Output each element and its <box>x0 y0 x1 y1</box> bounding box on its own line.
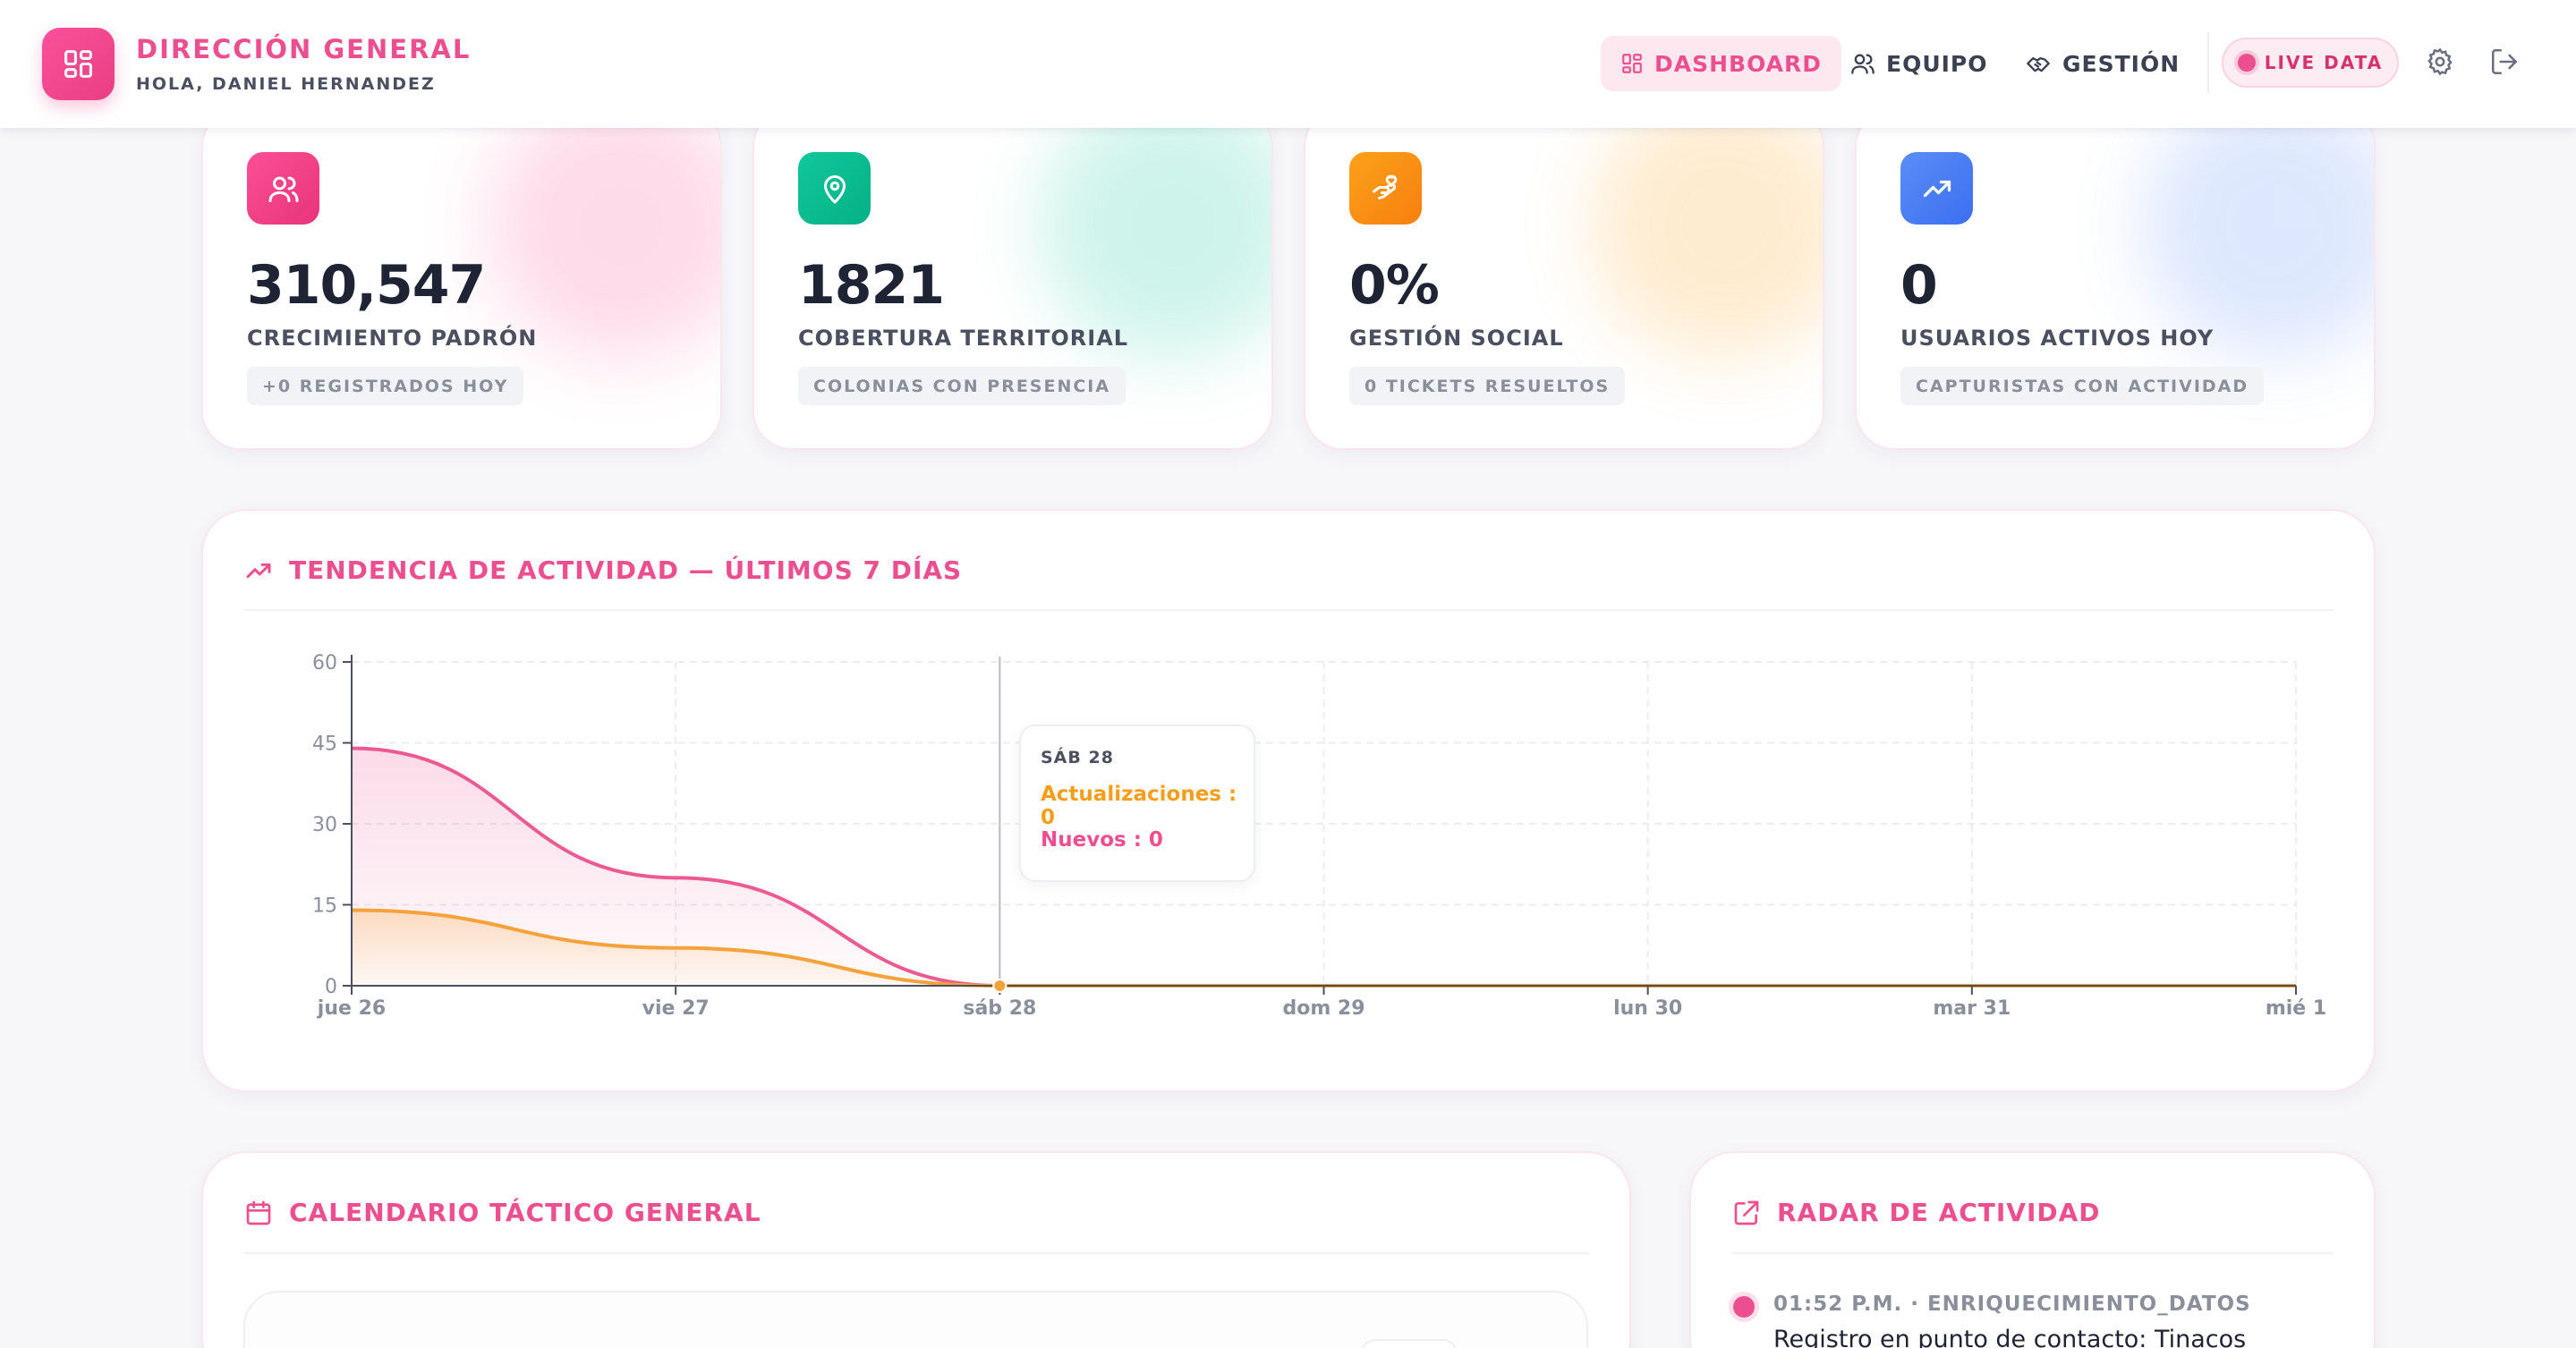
x-tick-label: sáb 28 <box>963 997 1036 1020</box>
nav-equipo-label: EQUIPO <box>1886 50 1988 77</box>
activity-meta: 01:52 P.M. · ENRIQUECIMIENTO_DATOS <box>1773 1293 2251 1316</box>
stat-card-glow <box>1039 109 1271 360</box>
stat-badge: +0 REGISTRADOS HOY <box>247 367 524 405</box>
nav-dashboard[interactable]: DASHBOARD <box>1601 36 1842 91</box>
stat-label: USUARIOS ACTIVOS HOY <box>1900 326 2215 351</box>
trending-up-icon <box>246 563 271 578</box>
y-tick-label: 45 <box>312 733 337 756</box>
trend-panel <box>201 509 2376 1092</box>
chart-tooltip: SÁB 28 Actualizaciones : 0 Nuevos : 0 <box>1019 725 1255 882</box>
stat-badge: CAPTURISTAS CON ACTIVIDAD <box>1900 367 2265 405</box>
activity-text[interactable]: Registro en punto de contacto: Tinacos <box>1773 1326 2247 1348</box>
nav-divider <box>2207 32 2209 93</box>
stat-card-glow <box>488 109 720 360</box>
page-title: DIRECCIÓN GENERAL <box>136 34 472 64</box>
stat-icon-usuarios <box>1900 152 1973 225</box>
trend-panel-divider <box>244 609 2334 611</box>
nav-dashboard-label: DASHBOARD <box>1654 50 1823 77</box>
users-icon <box>1851 54 1875 74</box>
x-tick-label: dom 29 <box>1282 997 1365 1020</box>
x-tick-label: vie 27 <box>642 997 710 1020</box>
tooltip-title: SÁB 28 <box>1041 748 1114 767</box>
stat-badge: 0 TICKETS RESUELTOS <box>1349 367 1626 405</box>
radar-panel-divider <box>1732 1252 2333 1254</box>
x-tick-label: jue 26 <box>317 997 386 1020</box>
gear-icon <box>2427 47 2453 76</box>
nav-gestion[interactable]: GESTIÓN <box>2005 36 2199 91</box>
map-pin-icon <box>823 174 846 203</box>
y-tick-label: 60 <box>312 652 337 674</box>
live-indicator-icon <box>2237 54 2256 72</box>
nav-equipo[interactable]: EQUIPO <box>1831 36 2008 91</box>
stat-card-glow <box>1590 109 1823 360</box>
y-tick-label: 0 <box>325 976 337 998</box>
stat-icon-padron <box>247 152 319 225</box>
calendar-panel-header: CALENDARIO TÁCTICO GENERAL <box>244 1198 761 1227</box>
users-icon <box>268 176 298 202</box>
stat-card-gestion: 0% GESTIÓN SOCIAL 0 TICKETS RESUELTOS <box>1304 107 1824 450</box>
live-data-badge[interactable]: LIVE DATA <box>2222 38 2399 88</box>
settings-button[interactable] <box>2425 47 2457 79</box>
tooltip-nuevos: Nuevos : 0 <box>1041 828 1163 852</box>
stat-value: 0% <box>1349 254 1440 317</box>
radar-panel-title: RADAR DE ACTIVIDAD <box>1777 1198 2101 1227</box>
x-tick-label: mié 1 <box>2266 997 2326 1020</box>
calendar-panel-divider <box>244 1252 1589 1254</box>
dashboard-icon <box>1622 54 1642 73</box>
radar-panel <box>1689 1151 2376 1348</box>
stat-value: 0 <box>1900 254 1938 317</box>
logout-icon <box>2491 48 2518 75</box>
nav-gestion-label: GESTIÓN <box>2062 50 2181 77</box>
tooltip-actualizaciones: Actualizaciones : 0 <box>1041 783 1237 829</box>
calendar-icon <box>246 1200 271 1225</box>
stat-label: GESTIÓN SOCIAL <box>1349 326 1564 351</box>
stat-value: 310,547 <box>247 254 486 317</box>
live-data-label: LIVE DATA <box>2264 52 2384 73</box>
hover-point-actualizaciones <box>992 979 1007 993</box>
trending-up-icon <box>1923 180 1951 197</box>
series-area-actualizaciones <box>352 910 2296 986</box>
dashboard-logo-icon <box>42 28 115 100</box>
x-tick-label: lun 30 <box>1613 997 1682 1020</box>
radar-panel-header: RADAR DE ACTIVIDAD <box>1732 1198 2101 1227</box>
y-tick-label: 15 <box>312 895 337 918</box>
stat-label: COBERTURA TERRITORIAL <box>798 326 1129 351</box>
calendar-panel-title: CALENDARIO TÁCTICO GENERAL <box>289 1198 761 1227</box>
activity-dot-icon <box>1733 1296 1755 1318</box>
handshake-icon <box>2027 57 2050 72</box>
stat-icon-cobertura <box>798 152 871 225</box>
stat-badge: COLONIAS CON PRESENCIA <box>798 367 1126 405</box>
calendar-nav-button[interactable] <box>1360 1339 1458 1348</box>
stat-value: 1821 <box>798 254 945 317</box>
stat-card-padron: 310,547 CRECIMIENTO PADRÓN +0 REGISTRADO… <box>201 107 722 450</box>
stat-card-glow <box>2141 109 2374 360</box>
trend-panel-title: TENDENCIA DE ACTIVIDAD — ÚLTIMOS 7 DÍAS <box>289 555 963 585</box>
hand-heart-icon <box>1372 174 1397 199</box>
stat-card-usuarios: 0 USUARIOS ACTIVOS HOY CAPTURISTAS CON A… <box>1855 107 2376 450</box>
stat-icon-gestion <box>1349 152 1422 225</box>
top-navbar: DIRECCIÓN GENERAL HOLA, DANIEL HERNANDEZ… <box>0 0 2576 128</box>
user-greeting: HOLA, DANIEL HERNANDEZ <box>136 74 436 94</box>
logout-button[interactable] <box>2489 47 2521 79</box>
x-tick-label: mar 31 <box>1933 997 2011 1020</box>
external-link-icon <box>1734 1200 1759 1225</box>
stat-card-cobertura: 1821 COBERTURA TERRITORIAL COLONIAS CON … <box>752 107 1273 450</box>
trend-panel-header: TENDENCIA DE ACTIVIDAD — ÚLTIMOS 7 DÍAS <box>244 555 962 585</box>
stat-label: CRECIMIENTO PADRÓN <box>247 326 538 351</box>
y-tick-label: 30 <box>312 814 337 836</box>
calendar-widget[interactable] <box>243 1291 1588 1348</box>
